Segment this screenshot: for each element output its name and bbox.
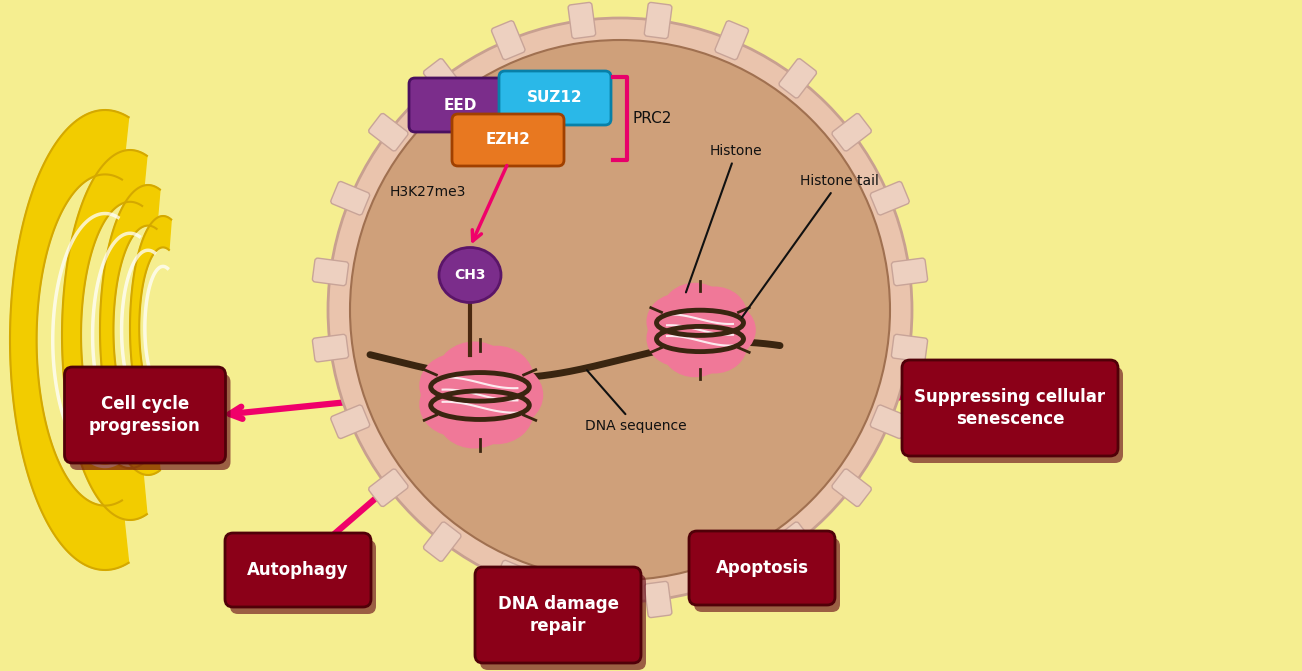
FancyBboxPatch shape bbox=[832, 469, 871, 507]
FancyBboxPatch shape bbox=[832, 113, 871, 151]
Polygon shape bbox=[100, 185, 160, 475]
FancyBboxPatch shape bbox=[870, 181, 909, 215]
Ellipse shape bbox=[419, 372, 495, 437]
Text: Apoptosis: Apoptosis bbox=[716, 559, 809, 577]
FancyBboxPatch shape bbox=[368, 113, 408, 151]
Ellipse shape bbox=[449, 366, 510, 424]
FancyBboxPatch shape bbox=[423, 522, 461, 562]
Text: H3K27me3: H3K27me3 bbox=[391, 185, 466, 199]
Ellipse shape bbox=[437, 384, 512, 448]
FancyBboxPatch shape bbox=[568, 582, 595, 617]
FancyBboxPatch shape bbox=[499, 71, 611, 125]
Text: PRC2: PRC2 bbox=[633, 111, 672, 126]
FancyBboxPatch shape bbox=[870, 405, 909, 439]
Ellipse shape bbox=[458, 346, 534, 410]
Ellipse shape bbox=[681, 287, 747, 344]
FancyBboxPatch shape bbox=[331, 405, 370, 439]
Ellipse shape bbox=[328, 18, 911, 602]
FancyBboxPatch shape bbox=[715, 560, 749, 599]
FancyBboxPatch shape bbox=[568, 3, 595, 38]
Ellipse shape bbox=[350, 40, 891, 580]
Text: Histone: Histone bbox=[686, 144, 763, 293]
FancyBboxPatch shape bbox=[225, 533, 371, 607]
Polygon shape bbox=[10, 110, 129, 570]
Ellipse shape bbox=[437, 342, 512, 406]
Text: Suppressing cellular
senescence: Suppressing cellular senescence bbox=[914, 388, 1105, 428]
FancyBboxPatch shape bbox=[409, 78, 510, 132]
Text: SUZ12: SUZ12 bbox=[527, 91, 583, 105]
Ellipse shape bbox=[469, 363, 543, 427]
FancyBboxPatch shape bbox=[491, 21, 525, 60]
Ellipse shape bbox=[458, 380, 534, 444]
Text: EED: EED bbox=[443, 97, 477, 113]
FancyBboxPatch shape bbox=[491, 560, 525, 599]
FancyBboxPatch shape bbox=[779, 522, 816, 562]
Ellipse shape bbox=[690, 301, 755, 358]
FancyBboxPatch shape bbox=[475, 567, 641, 663]
Text: EZH2: EZH2 bbox=[486, 132, 530, 148]
FancyBboxPatch shape bbox=[892, 258, 927, 286]
Text: Cell cycle
progression: Cell cycle progression bbox=[89, 395, 201, 435]
Ellipse shape bbox=[681, 317, 747, 374]
FancyBboxPatch shape bbox=[65, 367, 225, 463]
Text: DNA damage
repair: DNA damage repair bbox=[497, 595, 618, 635]
Polygon shape bbox=[130, 216, 171, 440]
Ellipse shape bbox=[661, 282, 728, 340]
Ellipse shape bbox=[647, 310, 712, 367]
FancyBboxPatch shape bbox=[312, 334, 349, 362]
FancyBboxPatch shape bbox=[689, 531, 835, 605]
FancyBboxPatch shape bbox=[715, 21, 749, 60]
FancyBboxPatch shape bbox=[644, 582, 672, 617]
FancyBboxPatch shape bbox=[902, 360, 1118, 456]
Ellipse shape bbox=[439, 248, 501, 303]
Text: Histone tail: Histone tail bbox=[742, 174, 879, 318]
FancyBboxPatch shape bbox=[368, 469, 408, 507]
FancyBboxPatch shape bbox=[331, 181, 370, 215]
Text: DNA sequence: DNA sequence bbox=[585, 370, 686, 433]
FancyBboxPatch shape bbox=[452, 114, 564, 166]
FancyBboxPatch shape bbox=[69, 374, 230, 470]
FancyBboxPatch shape bbox=[312, 258, 349, 286]
Ellipse shape bbox=[647, 293, 712, 350]
Ellipse shape bbox=[419, 353, 495, 418]
FancyBboxPatch shape bbox=[423, 58, 461, 98]
FancyBboxPatch shape bbox=[907, 367, 1124, 463]
FancyBboxPatch shape bbox=[892, 334, 927, 362]
Ellipse shape bbox=[673, 305, 727, 356]
Text: Autophagy: Autophagy bbox=[247, 561, 349, 579]
Ellipse shape bbox=[661, 320, 728, 377]
Text: CH3: CH3 bbox=[454, 268, 486, 282]
FancyBboxPatch shape bbox=[644, 3, 672, 38]
FancyBboxPatch shape bbox=[480, 574, 646, 670]
FancyBboxPatch shape bbox=[694, 538, 840, 612]
Polygon shape bbox=[62, 150, 147, 520]
FancyBboxPatch shape bbox=[779, 58, 816, 98]
FancyBboxPatch shape bbox=[230, 540, 376, 614]
